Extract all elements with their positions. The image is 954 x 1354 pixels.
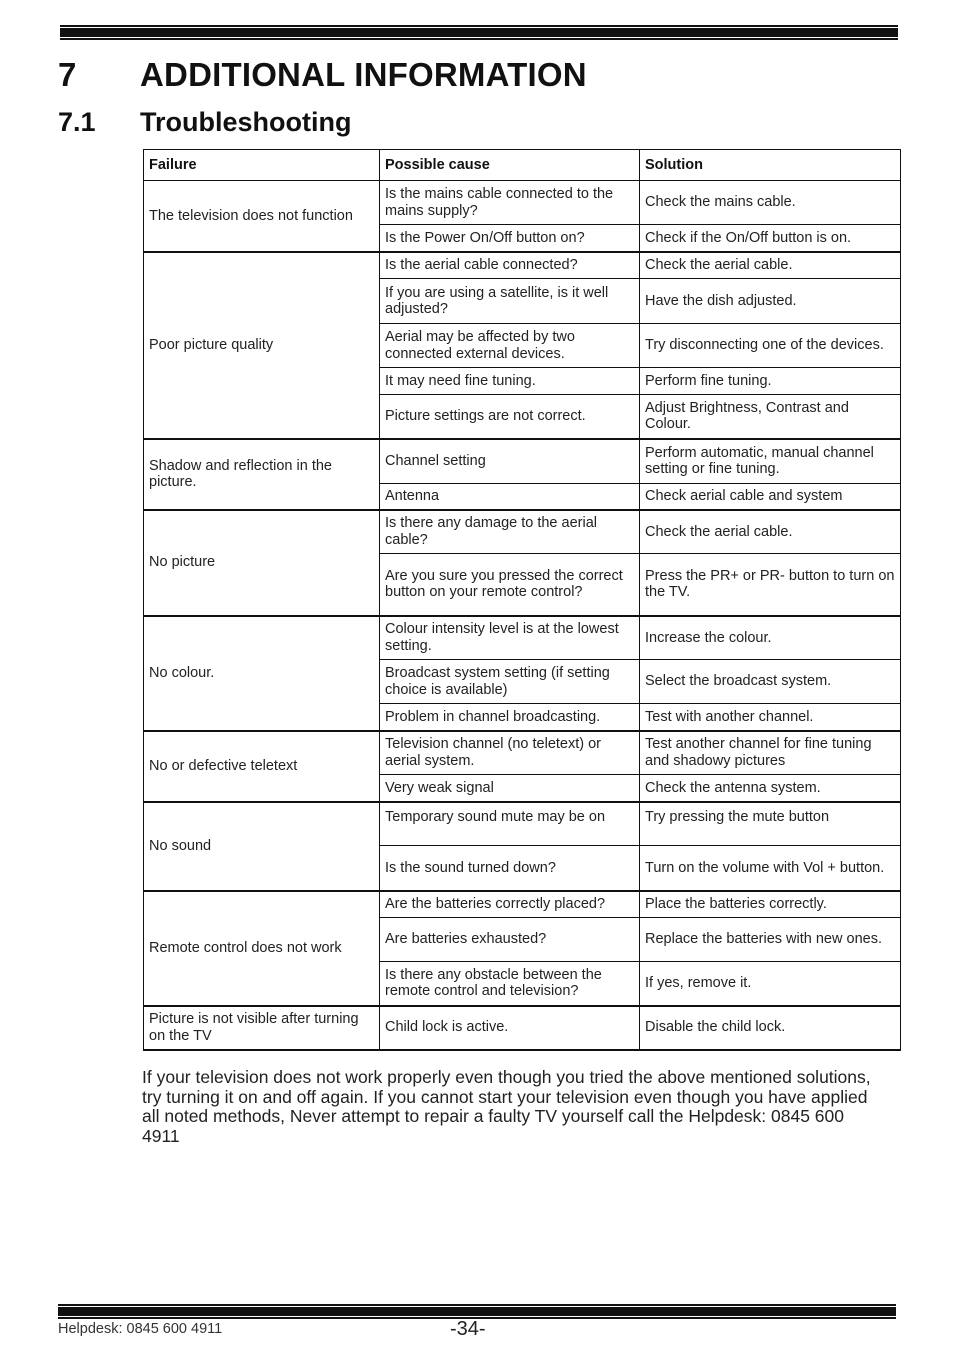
solution-cell: Have the dish adjusted. (639, 278, 901, 324)
solution-cell: Increase the colour. (639, 615, 901, 660)
solution-cell: Perform fine tuning. (639, 367, 901, 395)
solution-cell: Adjust Brightness, Contrast and Colour. (639, 394, 901, 440)
cause-cell: Picture settings are not correct. (379, 394, 640, 440)
cause-cell: Child lock is active. (379, 1005, 640, 1051)
cause-cell: Are you sure you pressed the correct but… (379, 553, 640, 617)
cause-cell: If you are using a satellite, is it well… (379, 278, 640, 324)
table-row: Are batteries exhausted? Replace the batt… (144, 917, 901, 962)
cause-cell: Are the batteries correctly placed? (379, 890, 640, 918)
solution-cell: Check the antenna system. (639, 774, 901, 803)
failure-cell: No picture (143, 509, 380, 617)
cause-cell: Channel setting (379, 438, 640, 484)
chapter-number: 7 (58, 56, 77, 93)
cause-cell: Are batteries exhausted? (379, 917, 640, 962)
table-row: Is the sound turned down? Turn on the vol… (144, 845, 901, 892)
table-row: Poor picture quality Is the aerial cable … (143, 251, 901, 440)
table-row: The television does not function Is the m… (143, 180, 901, 253)
cause-cell: Is there any obstacle between the remote… (379, 961, 640, 1007)
solution-cell: Press the PR+ or PR- button to turn on t… (639, 553, 901, 617)
cause-cell: Temporary sound mute may be on (379, 801, 640, 846)
failure-cell: Shadow and reflection in the picture. (143, 438, 380, 511)
solution-cell: Try pressing the mute button (639, 801, 901, 846)
solution-cell: Place the batteries correctly. (639, 890, 901, 918)
page-number: -34- (450, 1318, 486, 1340)
failure-cell: No sound (143, 801, 380, 892)
failure-cell: Remote control does not work (143, 890, 380, 1007)
table-row: Picture is not visible after turning on … (143, 1005, 901, 1051)
cause-cell: Problem in channel broadcasting. (379, 703, 640, 732)
column-header-cause: Possible cause (379, 149, 640, 181)
cause-cell: Is the aerial cable connected? (379, 251, 640, 279)
table-row: No sound Temporary sound mute may be on Tr… (143, 801, 901, 892)
cause-cell: Aerial may be affected by two connected … (379, 323, 640, 368)
failure-cell: No colour. (143, 615, 380, 732)
failure-cell: Picture is not visible after turning on … (143, 1005, 380, 1051)
cause-cell: Is there any damage to the aerial cable? (379, 509, 640, 554)
section-number: 7.1 (58, 107, 96, 137)
cause-cell: Television channel (no teletext) or aeri… (379, 730, 640, 775)
failure-cell: No or defective teletext (143, 730, 380, 803)
solution-cell: Select the broadcast system. (639, 659, 901, 704)
solution-cell: Check the aerial cable. (639, 509, 901, 554)
solution-cell: If yes, remove it. (639, 961, 901, 1007)
solution-cell: Perform automatic, manual channel settin… (639, 438, 901, 484)
cause-cell: Broadcast system setting (if setting cho… (379, 659, 640, 704)
solution-cell: Try disconnecting one of the devices. (639, 323, 901, 368)
table-row: No or defective teletext Television chann… (143, 730, 901, 803)
table-row: Broadcast system setting (if setting cho… (144, 659, 901, 704)
footer-helpdesk: Helpdesk: 0845 600 4911 (58, 1321, 223, 1337)
solution-cell: Check the aerial cable. (639, 251, 901, 279)
table-row: Very weak signal Check the antenna system… (144, 774, 901, 803)
table-row: It may need fine tuning. Perform fine tun… (144, 367, 901, 395)
cause-cell: Antenna (379, 483, 640, 511)
table-row: Shadow and reflection in the picture. Cha… (143, 438, 901, 511)
solution-cell: Disable the child lock. (639, 1005, 901, 1051)
chapter-heading: 7 ADDITIONAL INFORMATION (58, 56, 587, 94)
table-row: Antenna Check aerial cable and system (144, 483, 901, 511)
cause-cell: Is the Power On/Off button on? (379, 224, 640, 253)
solution-cell: Check aerial cable and system (639, 483, 901, 511)
section-heading: 7.1 Troubleshooting (58, 107, 351, 138)
help-note: If your television does not work properl… (142, 1067, 871, 1146)
chapter-title: ADDITIONAL INFORMATION (140, 56, 587, 93)
table-row: Is the Power On/Off button on? Check if t… (144, 224, 901, 253)
table-row: No picture Is there any damage to the aer… (143, 509, 901, 617)
solution-cell: Check the mains cable. (639, 180, 901, 225)
table-row: Problem in channel broadcasting. Test wit… (144, 703, 901, 732)
table-row: Aerial may be affected by two connected … (144, 323, 901, 368)
failure-cell: The television does not function (143, 180, 380, 253)
column-header-failure: Failure (143, 149, 380, 181)
cause-cell: Very weak signal (379, 774, 640, 803)
table-header-row: Failure Possible cause Solution (143, 149, 901, 181)
column-header-solution: Solution (639, 149, 901, 181)
cause-cell: It may need fine tuning. (379, 367, 640, 395)
failure-cell: Poor picture quality (143, 251, 380, 440)
solution-cell: Replace the batteries with new ones. (639, 917, 901, 962)
table-row: Is there any obstacle between the remote… (144, 961, 901, 1007)
cause-cell: Is the sound turned down? (379, 845, 640, 892)
troubleshooting-table: Failure Possible cause Solution The tele… (143, 149, 901, 1051)
cause-cell: Colour intensity level is at the lowest … (379, 615, 640, 660)
table-row: Are you sure you pressed the correct but… (144, 553, 901, 617)
solution-cell: Test with another channel. (639, 703, 901, 732)
solution-cell: Turn on the volume with Vol + button. (639, 845, 901, 892)
table-body: The television does not function Is the m… (143, 180, 901, 1051)
solution-cell: Check if the On/Off button is on. (639, 224, 901, 253)
table-row: Picture settings are not correct. Adjust … (144, 394, 901, 440)
section-title: Troubleshooting (140, 107, 352, 137)
solution-cell: Test another channel for fine tuning and… (639, 730, 901, 775)
table-row: No colour. Colour intensity level is at t… (143, 615, 901, 732)
cause-cell: Is the mains cable connected to the main… (379, 180, 640, 225)
table-row: Remote control does not work Are the batt… (143, 890, 901, 1007)
